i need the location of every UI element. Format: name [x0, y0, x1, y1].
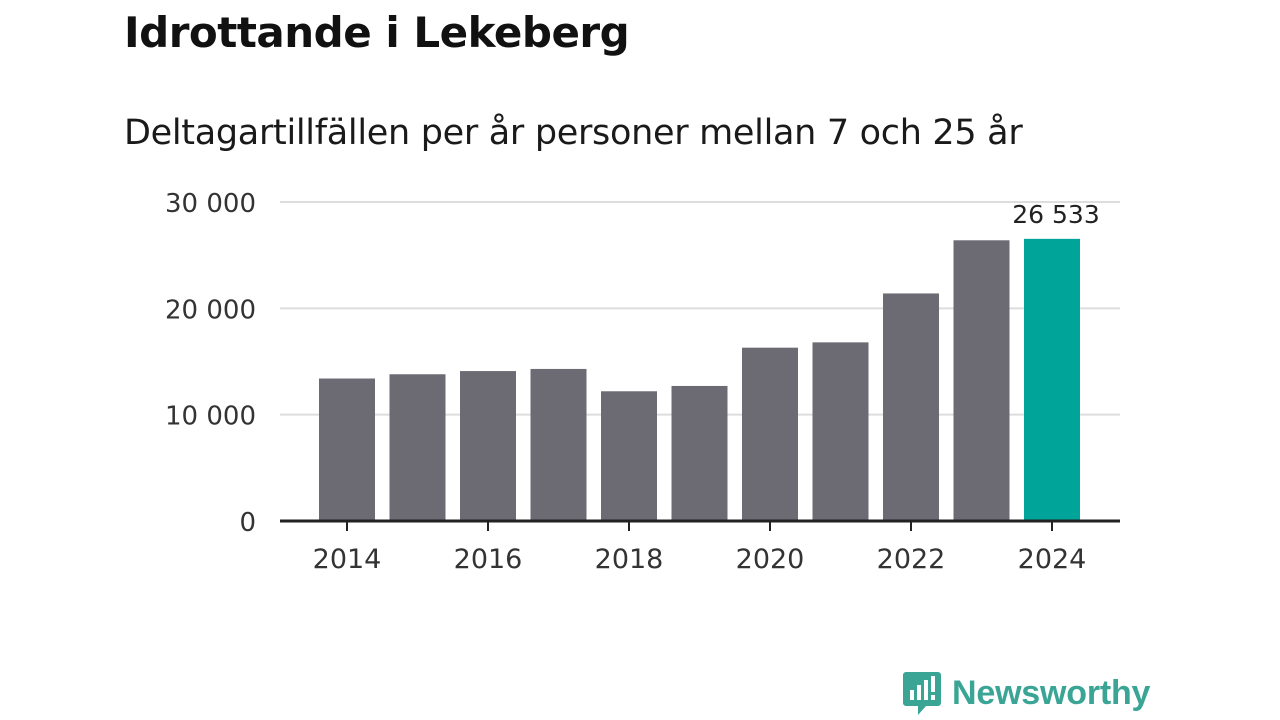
- bar-2023: [953, 240, 1010, 521]
- y-tick-label: 20 000: [165, 295, 256, 325]
- x-tick-label: 2018: [595, 544, 664, 575]
- x-tick-label: 2020: [736, 544, 805, 575]
- bar-2016: [460, 371, 516, 521]
- bar-2022: [883, 293, 939, 521]
- chart-subtitle: Deltagartillfällen per år personer mella…: [124, 113, 1023, 153]
- x-tick-label: 2022: [877, 544, 946, 575]
- bar-2018: [601, 391, 657, 521]
- x-tick-label: 2014: [313, 544, 382, 575]
- x-tick-label: 2024: [1018, 544, 1087, 575]
- bar-2015: [389, 374, 446, 521]
- bar-2021: [812, 342, 869, 521]
- bar-2017: [530, 368, 587, 521]
- y-tick-label: 0: [239, 508, 256, 538]
- y-tick-label: 30 000: [165, 189, 256, 219]
- value-label: 26 533: [1012, 200, 1099, 229]
- bar-2024: [1024, 238, 1080, 521]
- bar-2019: [671, 385, 728, 521]
- x-tick-label: 2016: [454, 544, 523, 575]
- bar-2020: [742, 347, 798, 521]
- newsworthy-logo-icon: [903, 672, 941, 715]
- bar-2014: [319, 378, 375, 521]
- y-tick-label: 10 000: [165, 402, 256, 432]
- brand-name: Newsworthy: [952, 674, 1151, 712]
- chart-title: Idrottande i Lekeberg: [124, 8, 630, 57]
- brand-footer: Newsworthy: [902, 668, 1150, 718]
